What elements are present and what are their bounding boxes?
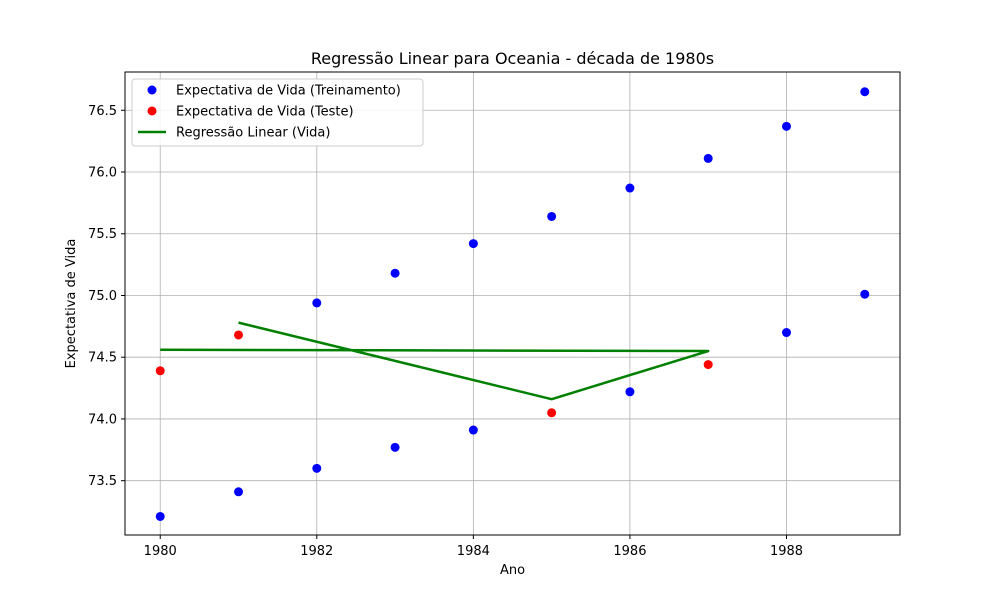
- data-point: [312, 463, 322, 473]
- data-point: [390, 268, 400, 278]
- y-axis-label: Expectativa de Vida: [64, 239, 79, 369]
- legend-label: Expectativa de Vida (Teste): [176, 105, 354, 120]
- legend-marker: [147, 85, 157, 95]
- data-point: [547, 408, 557, 418]
- data-point: [155, 366, 165, 376]
- y-tick-label: 75.0: [88, 289, 117, 304]
- x-tick-label: 1980: [144, 544, 177, 559]
- y-tick-label: 76.5: [88, 104, 117, 119]
- plot-frame: [124, 71, 901, 536]
- data-point: [234, 487, 244, 497]
- ticks: 1980 1982 1984 1986 1988 73.5 74.0 74.5 75.0 75.5…: [88, 104, 803, 559]
- y-tick-label: 74.5: [88, 351, 117, 366]
- legend-label: Expectativa de Vida (Treinamento): [176, 84, 401, 99]
- data-point: [625, 387, 635, 397]
- chart-title: Regressão Linear para Oceania - década d…: [311, 49, 714, 68]
- x-axis-label: Ano: [500, 563, 525, 578]
- y-tick-label: 73.5: [88, 474, 117, 489]
- y-tick-label: 74.0: [88, 412, 117, 427]
- data-point: [155, 511, 165, 521]
- regression-line: [160, 321, 710, 401]
- grid: [125, 72, 900, 535]
- x-tick-label: 1986: [613, 544, 646, 559]
- data-point: [703, 153, 713, 163]
- data-point: [781, 328, 791, 338]
- x-tick-label: 1984: [457, 544, 490, 559]
- legend: Expectativa de Vida (Treinamento) Expecta…: [131, 78, 424, 147]
- x-tick-label: 1982: [300, 544, 333, 559]
- data-point: [625, 183, 635, 193]
- data-point: [390, 442, 400, 452]
- data-point: [312, 298, 322, 308]
- x-tick-label: 1988: [770, 544, 803, 559]
- data-point: [234, 330, 244, 340]
- data-point: [468, 425, 478, 435]
- legend-label: Regressão Linear (Vida): [176, 126, 330, 141]
- data-point: [547, 211, 557, 221]
- y-tick-label: 75.5: [88, 227, 117, 242]
- data-point: [468, 239, 478, 249]
- legend-marker: [147, 106, 157, 116]
- series-layer: [155, 87, 870, 521]
- data-point: [703, 360, 713, 370]
- legend-box: [131, 78, 424, 147]
- y-tick-label: 76.0: [88, 166, 117, 181]
- data-point: [781, 121, 791, 131]
- data-point: [860, 87, 870, 97]
- data-point: [860, 289, 870, 299]
